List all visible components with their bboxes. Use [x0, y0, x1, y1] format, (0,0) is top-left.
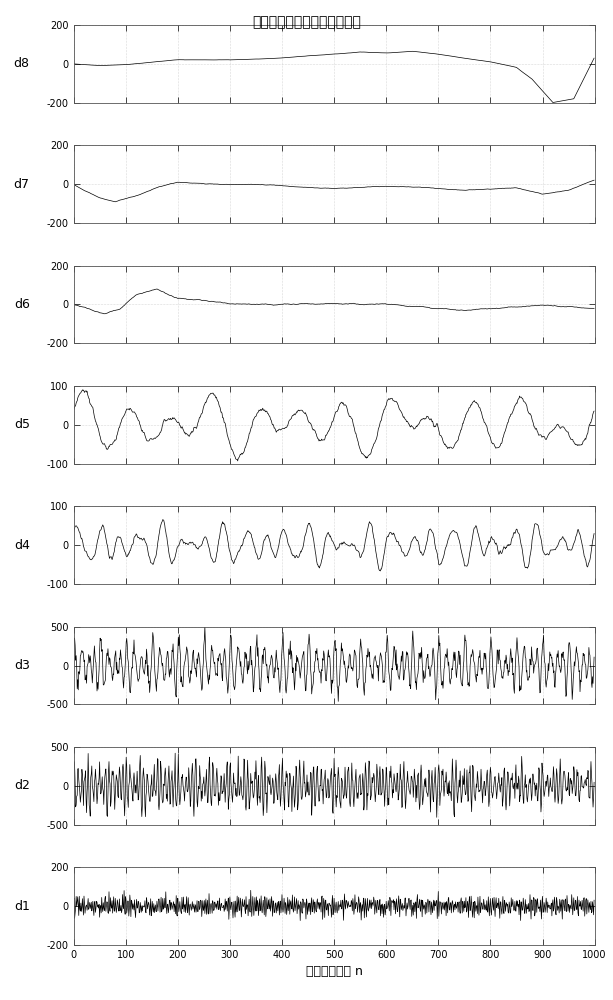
Y-axis label: d6: d6	[13, 298, 29, 311]
X-axis label: 样本采样点数 n: 样本采样点数 n	[306, 965, 362, 978]
Y-axis label: d5: d5	[14, 418, 30, 431]
Y-axis label: d3: d3	[13, 659, 29, 672]
Text: 做任务时的细节系数重构信号: 做任务时的细节系数重构信号	[252, 15, 361, 29]
Y-axis label: d8: d8	[13, 57, 29, 70]
Y-axis label: d1: d1	[13, 900, 29, 913]
Y-axis label: d2: d2	[13, 779, 29, 792]
Y-axis label: d7: d7	[13, 178, 29, 191]
Y-axis label: d4: d4	[14, 539, 30, 552]
